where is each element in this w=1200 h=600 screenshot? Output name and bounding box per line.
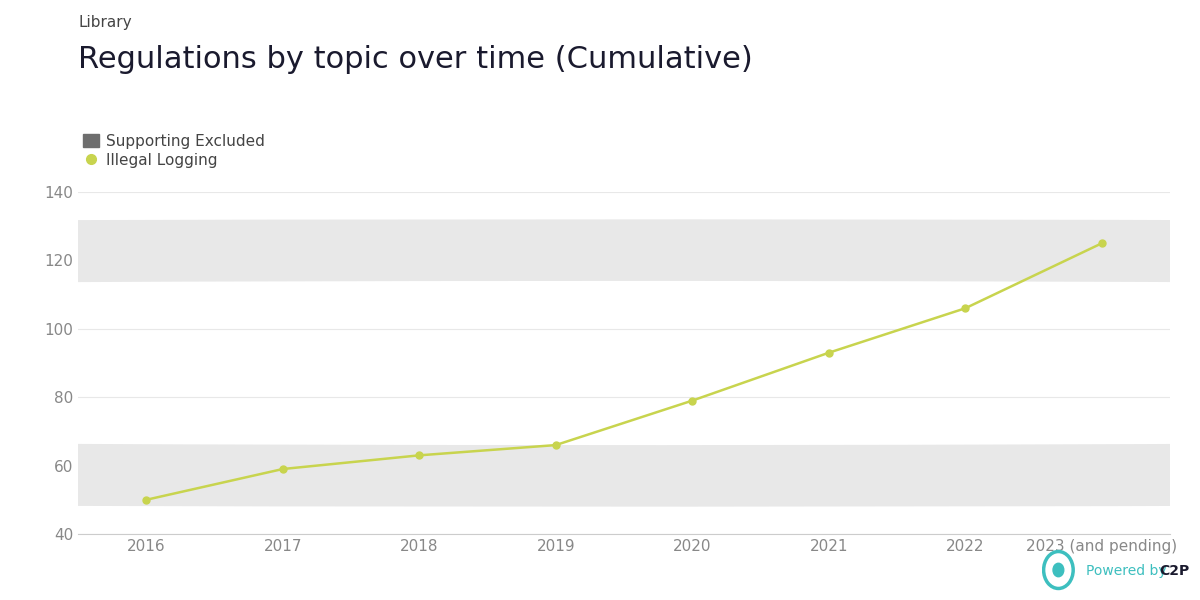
Text: Library: Library — [78, 15, 132, 30]
Text: Powered by: Powered by — [1086, 564, 1171, 578]
Circle shape — [1054, 563, 1063, 577]
Wedge shape — [0, 220, 1200, 506]
Legend: Supporting Excluded, Illegal Logging: Supporting Excluded, Illegal Logging — [83, 134, 265, 168]
Text: Regulations by topic over time (Cumulative): Regulations by topic over time (Cumulati… — [78, 45, 752, 74]
Text: C2P: C2P — [1159, 564, 1189, 578]
